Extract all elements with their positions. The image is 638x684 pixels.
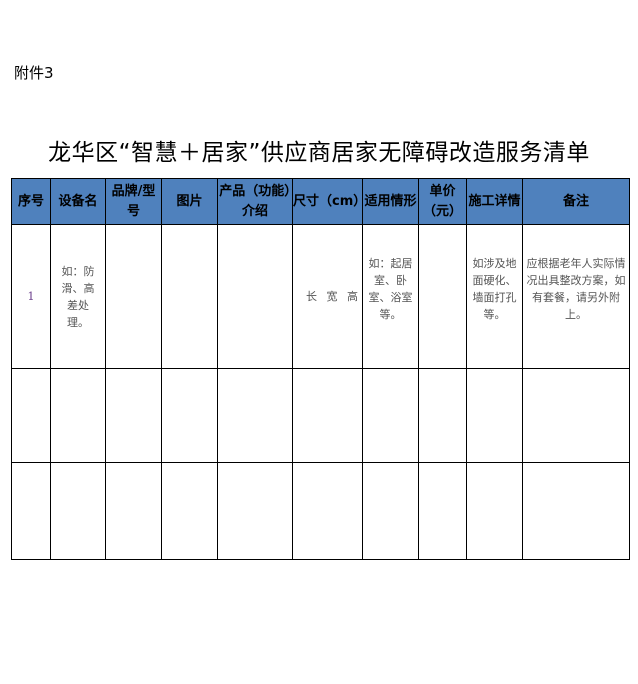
cell-image bbox=[161, 368, 218, 463]
cell-device bbox=[50, 462, 106, 560]
header-row: 序号 设备名 品牌/型号 图片 产品（功能）介绍 尺寸（cm） 适用情形 单价（… bbox=[11, 178, 630, 225]
cell-image bbox=[161, 224, 218, 369]
col-header-size: 尺寸（cm） bbox=[292, 178, 366, 225]
service-list-table: 序号 设备名 品牌/型号 图片 产品（功能）介绍 尺寸（cm） 适用情形 单价（… bbox=[11, 178, 630, 560]
cell-intro bbox=[217, 224, 293, 369]
table-row bbox=[11, 368, 630, 463]
table-row: 1 如：防滑、高差处理。 长 宽 高 如：起居室、卧室、浴室等。 如涉及地面硬化… bbox=[11, 224, 630, 369]
cell-device: 如：防滑、高差处理。 bbox=[50, 224, 106, 369]
cell-scene bbox=[362, 368, 419, 463]
cell-price bbox=[418, 368, 467, 463]
table-row bbox=[11, 462, 630, 560]
col-header-note: 备注 bbox=[522, 178, 630, 225]
cell-no bbox=[11, 462, 51, 560]
cell-construction: 如涉及地面硬化、墙面打孔等。 bbox=[466, 224, 523, 369]
col-header-price: 单价（元） bbox=[418, 178, 467, 225]
cell-intro bbox=[217, 368, 293, 463]
col-header-device: 设备名 bbox=[50, 178, 106, 225]
cell-construction bbox=[466, 368, 523, 463]
col-header-construction: 施工详情 bbox=[466, 178, 523, 225]
col-header-image: 图片 bbox=[161, 178, 218, 225]
attachment-label: 附件3 bbox=[14, 64, 54, 82]
cell-no bbox=[11, 368, 51, 463]
cell-brand bbox=[105, 224, 162, 369]
cell-brand bbox=[105, 462, 162, 560]
col-header-brand: 品牌/型号 bbox=[105, 178, 162, 225]
cell-intro bbox=[217, 462, 293, 560]
cell-no: 1 bbox=[11, 224, 51, 369]
cell-price bbox=[418, 224, 467, 369]
cell-scene: 如：起居室、卧室、浴室等。 bbox=[362, 224, 419, 369]
cell-size: 长 宽 高 bbox=[292, 224, 363, 369]
col-header-scene: 适用情形 bbox=[362, 178, 419, 225]
cell-price bbox=[418, 462, 467, 560]
cell-device bbox=[50, 368, 106, 463]
cell-scene bbox=[362, 462, 419, 560]
cell-size bbox=[292, 368, 363, 463]
col-header-no: 序号 bbox=[11, 178, 51, 225]
cell-note bbox=[522, 462, 630, 560]
cell-size bbox=[292, 462, 363, 560]
cell-construction bbox=[466, 462, 523, 560]
document-title: 龙华区“智慧＋居家”供应商居家无障碍改造服务清单 bbox=[48, 140, 590, 166]
cell-brand bbox=[105, 368, 162, 463]
cell-note: 应根据老年人实际情况出具整改方案，如有套餐，请另外附上。 bbox=[522, 224, 630, 369]
cell-note bbox=[522, 368, 630, 463]
col-header-intro: 产品（功能）介绍 bbox=[217, 178, 293, 225]
cell-image bbox=[161, 462, 218, 560]
